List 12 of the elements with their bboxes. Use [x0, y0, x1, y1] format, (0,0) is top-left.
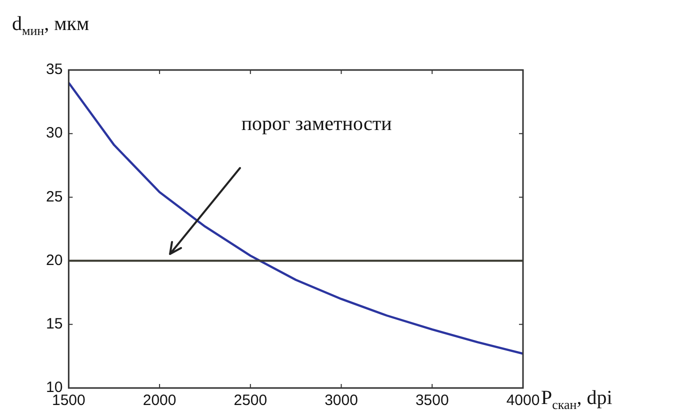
- y-tick-label: 25: [46, 188, 63, 206]
- x-tick-label: 2000: [142, 392, 176, 410]
- y-tick-label: 15: [46, 316, 63, 333]
- y-tick-label: 20: [46, 252, 63, 269]
- y-tick-label: 30: [46, 124, 63, 142]
- y-tick-label: 35: [46, 61, 63, 78]
- annotation: порог заметности: [241, 113, 392, 135]
- x-tick-label: 3500: [415, 392, 449, 410]
- x-tick-label: 1500: [52, 392, 86, 410]
- x-tick-label: 4000: [506, 392, 540, 410]
- x-tick-label: 3000: [324, 392, 358, 410]
- x-tick-label: 2500: [234, 392, 268, 410]
